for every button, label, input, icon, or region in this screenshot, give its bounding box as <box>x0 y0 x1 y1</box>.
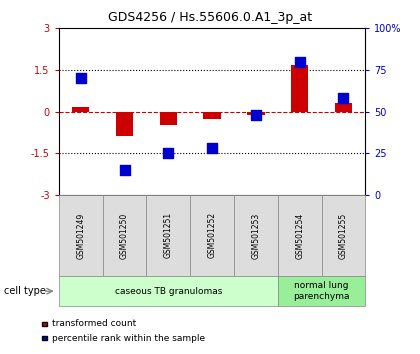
Text: caseous TB granulomas: caseous TB granulomas <box>115 287 222 296</box>
Text: normal lung
parenchyma: normal lung parenchyma <box>293 281 350 301</box>
Point <box>297 59 303 64</box>
Text: GSM501250: GSM501250 <box>120 212 129 258</box>
Text: GSM501253: GSM501253 <box>252 212 260 258</box>
Text: transformed count: transformed count <box>52 319 136 329</box>
Text: GSM501251: GSM501251 <box>164 212 173 258</box>
Bar <box>72 107 89 112</box>
Text: GSM501252: GSM501252 <box>207 212 217 258</box>
Point <box>165 150 172 156</box>
Point <box>209 145 215 151</box>
Text: percentile rank within the sample: percentile rank within the sample <box>52 333 205 343</box>
Text: GDS4256 / Hs.55606.0.A1_3p_at: GDS4256 / Hs.55606.0.A1_3p_at <box>108 11 312 24</box>
Point <box>340 95 347 101</box>
Bar <box>335 103 352 112</box>
Bar <box>203 112 221 119</box>
Text: GSM501254: GSM501254 <box>295 212 304 258</box>
Point <box>121 167 128 173</box>
Bar <box>116 112 133 137</box>
Point <box>252 112 259 118</box>
Bar <box>160 112 177 125</box>
Text: cell type: cell type <box>4 286 46 296</box>
Text: GSM501255: GSM501255 <box>339 212 348 258</box>
Text: GSM501249: GSM501249 <box>76 212 85 258</box>
Bar <box>247 112 265 115</box>
Bar <box>291 65 308 112</box>
Point <box>77 75 84 81</box>
